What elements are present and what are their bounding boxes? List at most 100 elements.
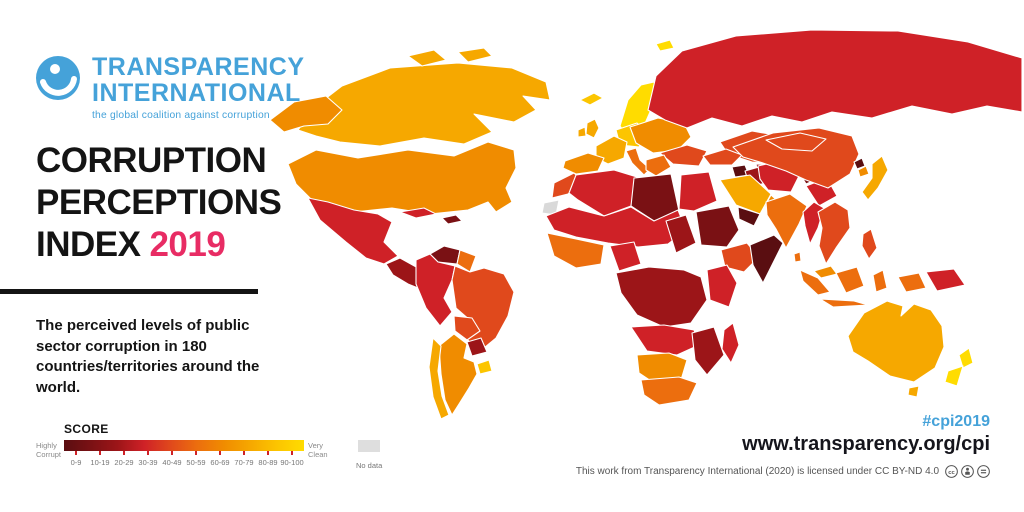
region-indonesia-sulawesi bbox=[872, 269, 888, 293]
region-ethiopia bbox=[720, 242, 760, 273]
title-divider bbox=[0, 289, 258, 294]
legend-bin-label: 60-69 bbox=[210, 458, 230, 467]
legend-bin-label: 20-29 bbox=[114, 458, 134, 467]
region-west-africa bbox=[546, 232, 605, 269]
legend-tick bbox=[195, 451, 197, 455]
region-tasmania bbox=[907, 385, 920, 398]
region-central-africa bbox=[615, 266, 708, 328]
region-svalbard bbox=[655, 39, 675, 52]
title-year: 2019 bbox=[149, 225, 226, 264]
region-south-korea bbox=[857, 165, 870, 178]
region-new-zealand-south bbox=[944, 365, 964, 387]
no-data-label: No data bbox=[356, 461, 383, 470]
cc-nd-icon bbox=[977, 465, 990, 478]
subtitle: The perceived levels of public sector co… bbox=[36, 317, 260, 397]
legend-tick bbox=[291, 451, 293, 455]
legend-bin-label: 80-89 bbox=[258, 458, 278, 467]
region-alaska bbox=[269, 95, 343, 133]
region-japan bbox=[861, 155, 889, 201]
region-nigeria bbox=[609, 241, 642, 272]
region-china bbox=[732, 127, 860, 189]
legend-no-data: No data bbox=[356, 440, 382, 470]
license-text: This work from Transparency Internationa… bbox=[575, 466, 939, 477]
region-indochina bbox=[817, 201, 851, 265]
legend-heading: SCORE bbox=[64, 422, 109, 436]
title-line-3: INDEX 2019 bbox=[36, 224, 281, 266]
legend-bin-label: 90-100 bbox=[280, 458, 304, 467]
region-yemen bbox=[737, 206, 761, 227]
page-title: CORRUPTION PERCEPTIONS INDEX 2019 bbox=[36, 140, 282, 266]
legend-bin-label: 40-49 bbox=[162, 458, 182, 467]
region-papua-new-guinea bbox=[925, 268, 966, 292]
region-colombia-peru bbox=[415, 253, 456, 327]
title-line-1: CORRUPTION bbox=[36, 141, 267, 180]
region-argentina bbox=[438, 333, 478, 416]
legend-ticks bbox=[64, 451, 304, 456]
legend-bin-label: 50-59 bbox=[186, 458, 206, 467]
legend-tick bbox=[123, 451, 125, 455]
legend-bin-label: 70-79 bbox=[234, 458, 254, 467]
region-indonesia-papua bbox=[897, 272, 927, 293]
website-url: www.transparency.org/cpi bbox=[742, 433, 990, 455]
region-new-zealand-north bbox=[958, 347, 974, 369]
region-uk bbox=[585, 118, 600, 139]
region-philippines bbox=[861, 228, 878, 260]
region-ireland bbox=[577, 126, 587, 138]
legend-right-label: Very Clean bbox=[308, 441, 328, 459]
region-egypt bbox=[678, 171, 718, 212]
region-paraguay bbox=[466, 337, 488, 357]
legend-left-label: Highly Corrupt bbox=[36, 441, 62, 459]
logo-tagline: the global coalition against corruption bbox=[92, 109, 270, 121]
region-sudan bbox=[695, 205, 740, 248]
region-kenya-tanzania bbox=[706, 264, 738, 308]
svg-text:cc: cc bbox=[948, 470, 955, 476]
hashtag: #cpi2019 bbox=[922, 413, 990, 430]
region-bolivia bbox=[453, 315, 481, 341]
region-australia bbox=[847, 300, 945, 383]
legend-tick bbox=[267, 451, 269, 455]
region-madagascar bbox=[721, 322, 740, 364]
legend-tick bbox=[243, 451, 245, 455]
title-index-word: INDEX bbox=[36, 225, 141, 264]
no-data-swatch bbox=[358, 440, 381, 452]
region-balkans bbox=[645, 154, 672, 177]
region-chad bbox=[665, 214, 697, 254]
legend-tick bbox=[171, 451, 173, 455]
region-cuba bbox=[399, 207, 437, 219]
logo-wordmark-line2: INTERNATIONAL bbox=[92, 79, 301, 108]
legend-bin-label: 0-9 bbox=[70, 458, 82, 467]
legend-gradient-bar bbox=[64, 440, 304, 451]
title-line-2: PERCEPTIONS bbox=[36, 183, 282, 222]
region-chile bbox=[428, 337, 450, 420]
legend-bin-labels: 0-9 10-19 20-29 30-39 40-49 50-59 60-69 … bbox=[64, 456, 304, 467]
region-russia bbox=[647, 29, 1023, 129]
region-sri-lanka bbox=[793, 251, 802, 263]
region-indonesia-java bbox=[819, 298, 869, 308]
footer: #cpi2019 www.transparency.org/cpi This w… bbox=[576, 413, 990, 478]
legend-tick bbox=[99, 451, 101, 455]
region-canada bbox=[297, 62, 551, 147]
world-map-svg bbox=[269, 29, 1023, 420]
region-mongolia bbox=[765, 132, 827, 152]
region-iceland bbox=[579, 92, 604, 106]
legend-tick bbox=[219, 451, 221, 455]
legend-tick bbox=[147, 451, 149, 455]
cc-icon: cc bbox=[945, 465, 958, 478]
region-mexico bbox=[307, 197, 399, 265]
region-turkey bbox=[702, 148, 743, 166]
region-malaysia bbox=[813, 265, 838, 279]
logo-wordmark-line1: TRANSPARENCY bbox=[92, 53, 305, 81]
cc-by-icon bbox=[961, 465, 974, 478]
world-map bbox=[258, 16, 1024, 494]
region-hispaniola bbox=[441, 214, 463, 225]
transparency-international-logo-icon bbox=[36, 56, 80, 100]
license-row: This work from Transparency Internationa… bbox=[576, 465, 990, 478]
region-ukraine bbox=[659, 144, 708, 167]
region-indonesia-borneo bbox=[835, 266, 865, 294]
legend-bin-label: 30-39 bbox=[138, 458, 158, 467]
region-canada-arctic-islands bbox=[457, 47, 493, 63]
legend-bin-label: 10-19 bbox=[90, 458, 110, 467]
region-canada-arctic-islands bbox=[407, 49, 447, 67]
region-angola-zambia bbox=[630, 324, 700, 356]
